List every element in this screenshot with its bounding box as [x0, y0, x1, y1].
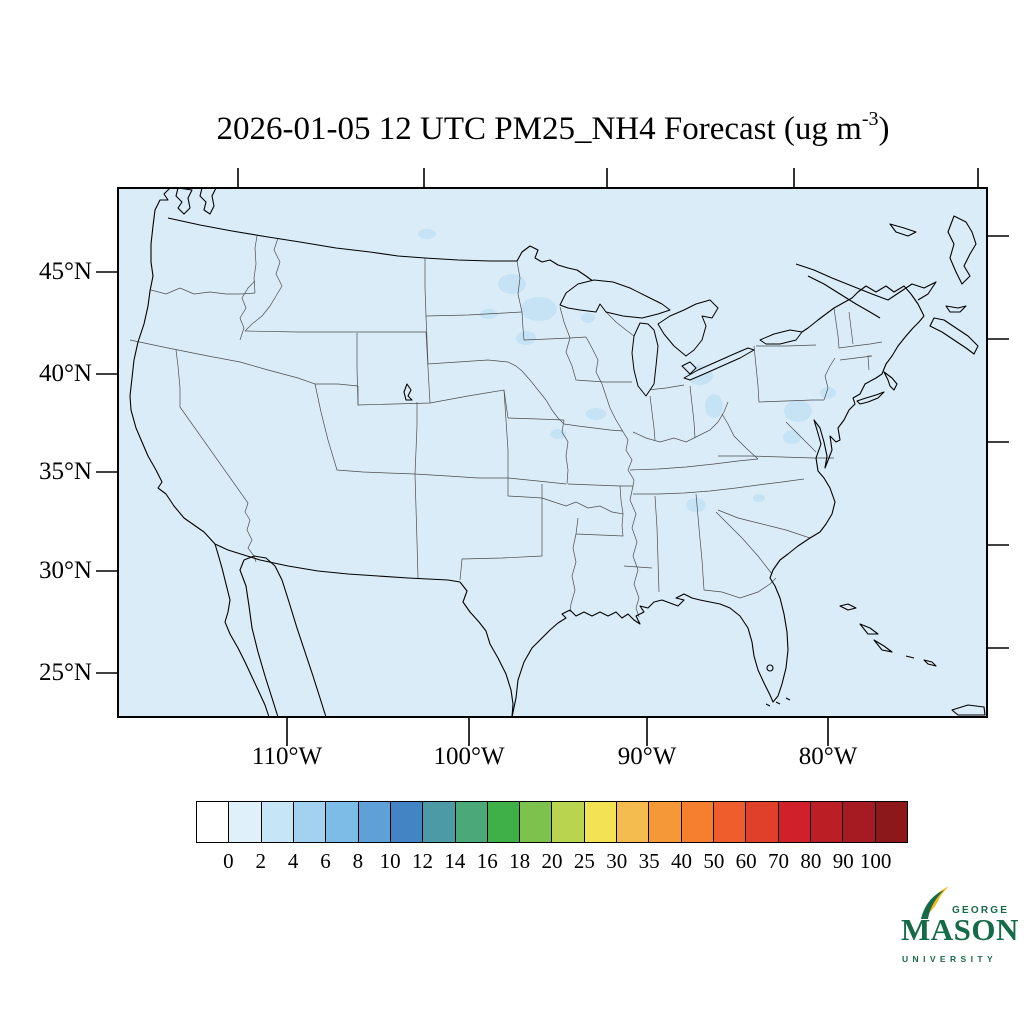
colorbar-tick-label: 20 [541, 849, 563, 873]
logo-george-text: GEORGE [952, 905, 1010, 916]
colorbar-cell [842, 802, 875, 842]
colorbar-tick-label: 12 [412, 849, 434, 873]
colorbar-cell [809, 802, 843, 842]
colorbar-cell [874, 802, 907, 842]
lon-tick-label: 110°W [251, 743, 323, 770]
colorbar-tick-label: 35 [638, 849, 660, 873]
colorbar-cell [325, 802, 358, 842]
lat-tick-label: 30°N [38, 557, 92, 584]
map-area [117, 187, 988, 718]
colorbar-tick-label: 2 [255, 849, 266, 873]
pm25-patches [418, 229, 836, 512]
lat-tick-label: 40°N [38, 360, 92, 387]
colorbar-tick-label: 30 [606, 849, 628, 873]
colorbar-tick-label: 18 [509, 849, 531, 873]
lon-tick-label: 80°W [798, 743, 858, 770]
colorbar-tick-label: 8 [352, 849, 364, 873]
gmu-flame-icon [921, 886, 949, 919]
state-boundaries [129, 235, 883, 618]
colorbar-tick-label: 70 [768, 849, 790, 873]
colorbar-tick-label: 25 [573, 849, 595, 873]
lat-tick-label: 45°N [38, 258, 92, 285]
colorbar-cell [713, 802, 746, 842]
colorbar-cell [486, 802, 520, 842]
pm25-patch [581, 313, 595, 323]
pm25-patch [516, 331, 536, 345]
colorbar-cell [357, 802, 390, 842]
lon-tick-label: 90°W [617, 743, 677, 770]
pm25-patch [498, 274, 526, 294]
colorbar-tick-label: 16 [476, 849, 498, 873]
pm25-patch [586, 408, 606, 420]
colorbar-cell [519, 802, 552, 842]
figure-title-superscript: -3 [861, 108, 879, 130]
colorbar-cell [422, 802, 455, 842]
pm25-patch [686, 498, 706, 512]
lat-tick-label: 25°N [38, 659, 92, 686]
coastlines [129, 187, 986, 718]
colorbar-tick-label: 4 [287, 849, 299, 873]
colorbar-cell [197, 802, 229, 842]
colorbar-cell [616, 802, 649, 842]
figure-title: 2026-01-05 12 UTC PM25_NH4 Forecast (ug … [88, 108, 1018, 148]
map-background [118, 188, 987, 717]
colorbar-cell [260, 802, 293, 842]
pm25-patch [783, 430, 801, 444]
colorbar-tick-label: 40 [670, 849, 692, 873]
colorbar-tick-label: 0 [223, 849, 234, 873]
logo-mason-text: MASON [901, 912, 1019, 947]
lat-tick-label: 35°N [38, 458, 92, 485]
pm25-patch [705, 394, 723, 418]
figure-title-close: ) [878, 111, 890, 147]
colorbar-cell [228, 802, 261, 842]
colorbar [196, 801, 908, 843]
pm25-patch [820, 387, 836, 399]
colorbar-cell [389, 802, 423, 842]
great-lakes [559, 279, 803, 397]
colorbar-cell [648, 802, 681, 842]
logo-university-text: UNIVERSITY [902, 954, 998, 964]
pm25-patch [418, 229, 436, 239]
map-frame [117, 187, 988, 718]
colorbar-tick-label: 100 [859, 849, 892, 873]
colorbar-tick-label: 14 [444, 849, 466, 873]
colorbar-tick-label: 90 [832, 849, 854, 873]
george-mason-university-logo: GEORGE MASON UNIVERSITY [893, 886, 1018, 980]
axis-ticks [96, 168, 1009, 746]
colorbar-tick-label: 6 [320, 849, 331, 873]
colorbar-tick-label: 80 [800, 849, 822, 873]
colorbar-cell [551, 802, 584, 842]
colorbar-cell [680, 802, 713, 842]
colorbar-cell [777, 802, 810, 842]
pm25-patch [784, 400, 812, 422]
colorbar-tick-label: 60 [735, 849, 757, 873]
colorbar-tick-label: 10 [379, 849, 401, 873]
colorbar-cell [583, 802, 617, 842]
pm25-patch [521, 297, 557, 321]
colorbar-tick-label: 50 [703, 849, 725, 873]
pm25-patch [753, 494, 765, 502]
colorbar-cell [454, 802, 487, 842]
colorbar-cell [292, 802, 326, 842]
colorbar-cell [745, 802, 778, 842]
figure-title-text: 2026-01-05 12 UTC PM25_NH4 Forecast (ug … [216, 111, 862, 147]
lon-tick-label: 100°W [433, 743, 505, 770]
